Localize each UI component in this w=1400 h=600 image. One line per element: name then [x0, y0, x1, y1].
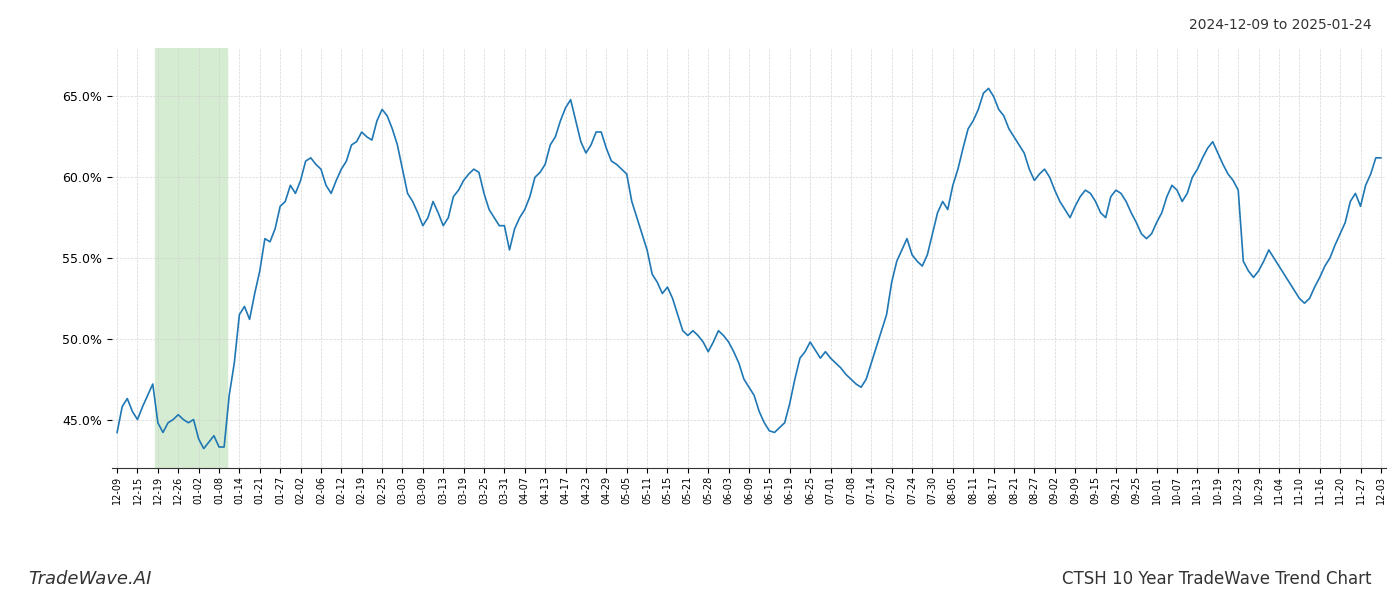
Text: 2024-12-09 to 2025-01-24: 2024-12-09 to 2025-01-24 [1190, 18, 1372, 32]
Text: TradeWave.AI: TradeWave.AI [28, 570, 151, 588]
Text: CTSH 10 Year TradeWave Trend Chart: CTSH 10 Year TradeWave Trend Chart [1063, 570, 1372, 588]
Bar [155, 48, 227, 468]
